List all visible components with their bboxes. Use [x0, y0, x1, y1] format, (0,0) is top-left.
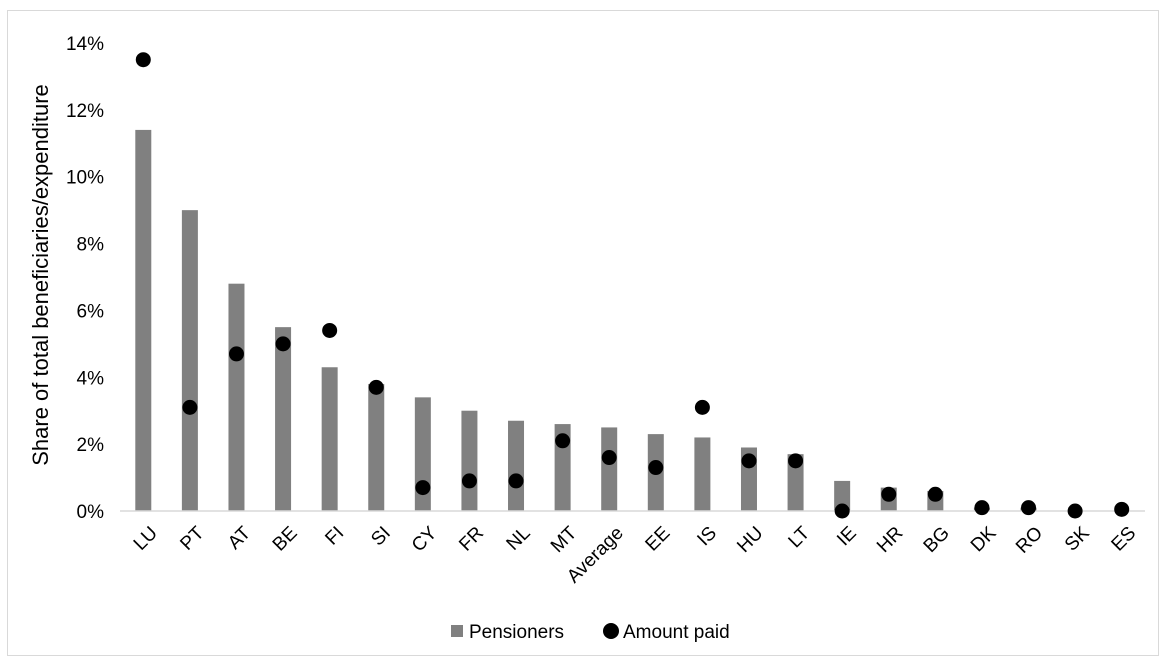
y-tick-label: 2% [77, 435, 105, 456]
y-tick-label: 8% [77, 235, 105, 256]
x-tick-label: AT [224, 522, 255, 553]
bar-pensioners [601, 427, 618, 511]
bar-pensioners [368, 383, 385, 511]
legend-swatch-pensioners [451, 625, 463, 637]
bar-pensioners [834, 480, 851, 511]
amount-paid-markers [135, 52, 1130, 519]
marker-amount-paid [182, 399, 198, 415]
x-tick-label: RO [1012, 523, 1047, 558]
x-tick-label: BG [920, 523, 954, 557]
bar-pensioners [181, 210, 198, 511]
bar-pensioners [508, 420, 525, 511]
bar-pensioners [275, 327, 292, 511]
marker-amount-paid [415, 480, 431, 496]
marker-amount-paid [741, 453, 757, 469]
pensioners-bars [135, 129, 1037, 511]
y-tick-label: 0% [77, 502, 105, 523]
marker-amount-paid [788, 453, 804, 469]
marker-amount-paid [508, 473, 524, 489]
x-tick-label: SK [1061, 523, 1094, 556]
marker-amount-paid [1021, 500, 1037, 516]
y-tick-label: 12% [66, 101, 104, 122]
bar-pensioners [321, 367, 338, 511]
x-tick-label: EE [642, 523, 675, 556]
x-tick-label: IS [693, 523, 721, 551]
marker-amount-paid [555, 433, 571, 449]
x-tick-label: LU [130, 523, 162, 555]
legend-swatch-amount-paid [603, 623, 619, 639]
y-tick-label: 10% [66, 168, 104, 189]
legend: Pensioners Amount paid [451, 622, 730, 643]
x-tick-label: SI [367, 523, 395, 551]
marker-amount-paid [461, 473, 477, 489]
marker-amount-paid [368, 379, 384, 395]
marker-amount-paid [275, 336, 291, 352]
x-tick-label: BE [269, 523, 302, 556]
x-tick-label: LT [785, 522, 815, 552]
marker-amount-paid [974, 500, 990, 516]
bar-pensioners [694, 437, 711, 511]
bar-pensioners [228, 283, 245, 511]
x-tick-label: FI [321, 523, 348, 550]
x-tick-label: CY [408, 523, 442, 557]
marker-amount-paid [834, 503, 850, 519]
x-tick-label: FR [455, 523, 488, 556]
y-tick-label: 6% [77, 301, 105, 322]
marker-amount-paid [228, 346, 244, 362]
x-tick-label: ES [1108, 523, 1141, 556]
x-tick-label: DK [967, 523, 1001, 557]
legend-label-amount-paid: Amount paid [623, 622, 730, 643]
bar-pensioners [135, 129, 152, 511]
bar-pensioners [461, 410, 478, 511]
marker-amount-paid [135, 52, 151, 68]
marker-amount-paid [881, 486, 897, 502]
marker-amount-paid [648, 460, 664, 476]
legend-label-pensioners: Pensioners [469, 622, 564, 643]
bar-pensioners [787, 454, 804, 511]
x-tick-label: NL [503, 523, 535, 555]
x-tick-label: IE [833, 523, 861, 551]
marker-amount-paid [694, 399, 710, 415]
marker-amount-paid [1067, 503, 1083, 519]
x-tick-label: HR [873, 523, 907, 557]
x-tick-label: HU [733, 523, 767, 557]
y-axis-label: Share of total beneficiaries/expenditure [28, 84, 53, 466]
y-tick-label: 4% [77, 368, 105, 389]
x-tick-label: MT [547, 522, 582, 557]
y-axis-ticks: 0% 2% 4% 6% 8% 10% 12% 14% [66, 34, 104, 523]
marker-amount-paid [927, 486, 943, 502]
marker-amount-paid [322, 322, 338, 338]
y-tick-label: 14% [66, 34, 104, 55]
x-tick-label: PT [176, 522, 208, 554]
chart-frame [7, 10, 1159, 656]
marker-amount-paid [1114, 501, 1130, 517]
marker-amount-paid [601, 450, 617, 466]
